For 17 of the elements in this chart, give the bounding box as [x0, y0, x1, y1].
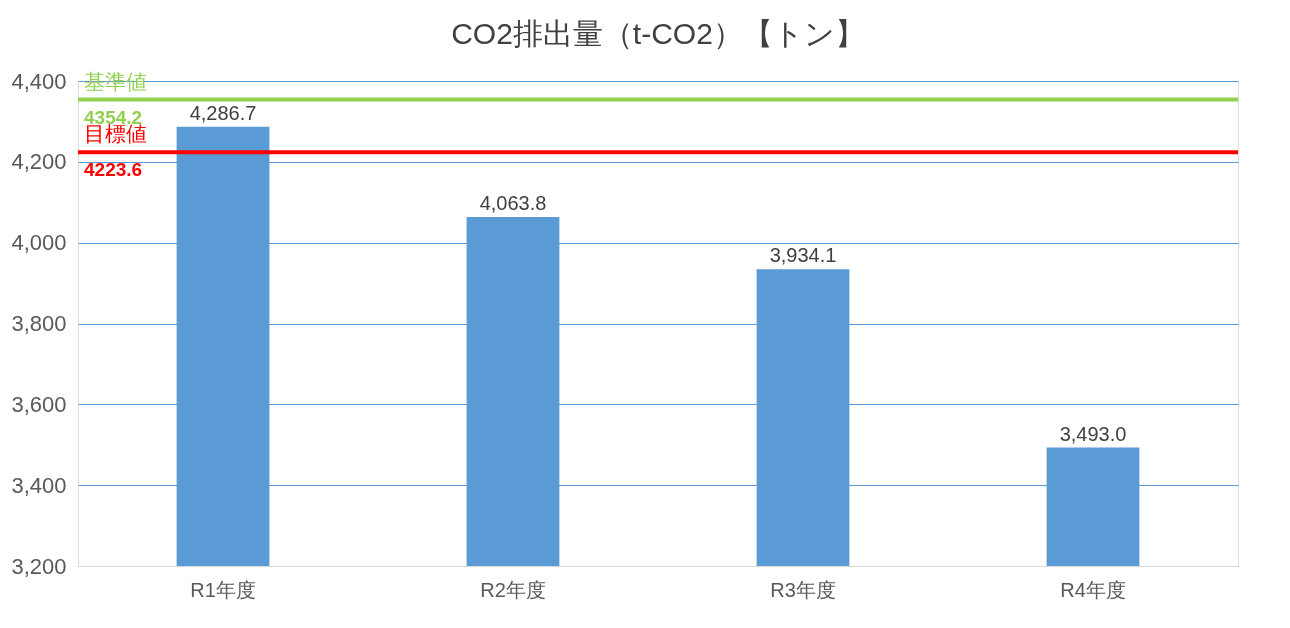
- y-tick-label: 4,200: [11, 149, 67, 175]
- x-tick-label: R2年度: [480, 578, 546, 601]
- y-tick-label: 4,400: [11, 68, 67, 94]
- y-tick-label: 3,600: [11, 391, 67, 417]
- x-tick-label: R4年度: [1060, 578, 1126, 601]
- y-tick-label: 4,000: [11, 230, 67, 256]
- annotation: 4223.6: [84, 159, 143, 181]
- data-label: 4,286.7: [189, 101, 257, 124]
- chart-title: CO2排出量（t-CO2）【トン】: [451, 17, 865, 50]
- y-tick-label: 3,400: [11, 472, 67, 498]
- x-tick-label: R3年度: [770, 578, 836, 601]
- data-label: 3,934.1: [769, 244, 837, 267]
- data-label: 3,493.0: [1059, 422, 1127, 445]
- data-label: 4,063.8: [479, 191, 547, 214]
- x-tick-label: R1年度: [190, 578, 256, 601]
- y-tick-label: 3,800: [11, 311, 67, 336]
- y-tick-label: 3,200: [11, 553, 67, 579]
